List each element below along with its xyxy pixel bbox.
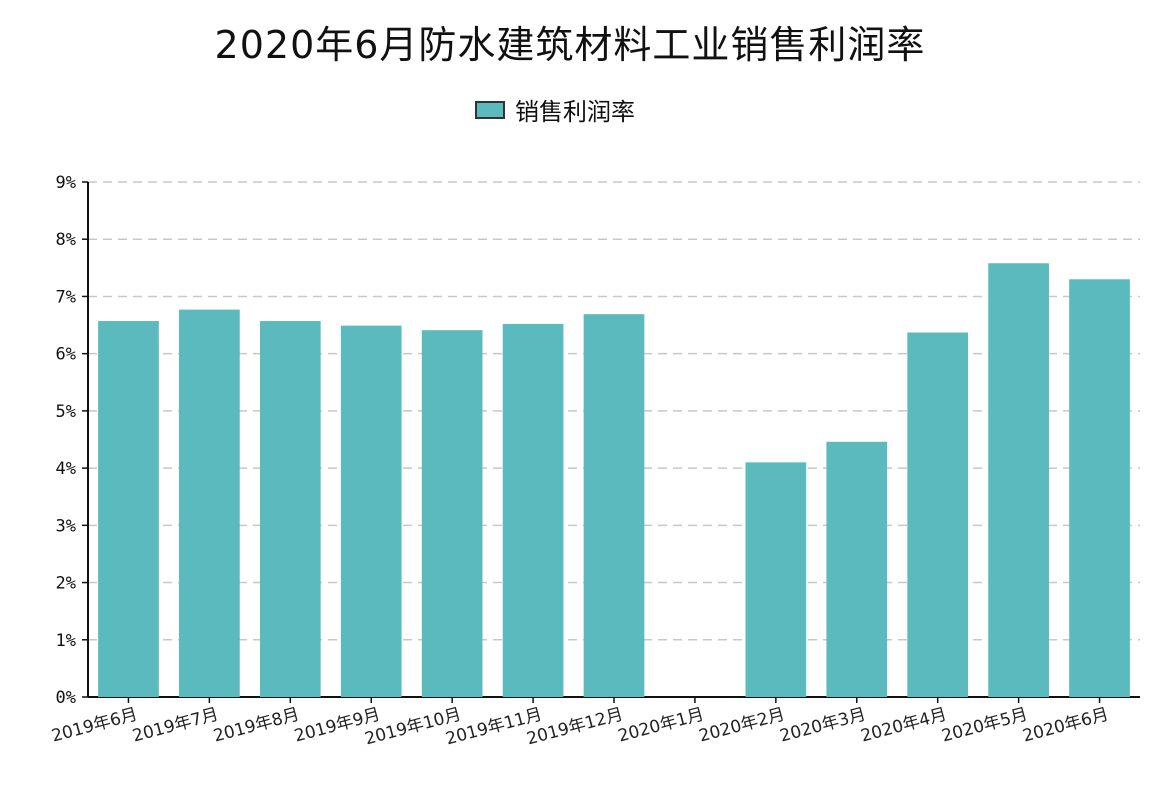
y-tick-label: 9% — [56, 173, 76, 193]
x-tick-label: 2020年2月 — [697, 705, 787, 747]
bar — [826, 441, 888, 697]
x-tick-label: 2020年1月 — [616, 705, 706, 747]
legend-swatch — [475, 100, 505, 119]
bar — [502, 323, 564, 697]
y-tick-label: 0% — [56, 688, 76, 708]
y-tick-label: 2% — [56, 574, 76, 594]
bar — [745, 462, 807, 697]
x-tick-label: 2020年4月 — [859, 705, 949, 747]
bar — [98, 321, 159, 697]
y-tick-label: 3% — [56, 516, 76, 536]
y-tick-label: 8% — [56, 230, 76, 250]
x-tick-label: 2019年6月 — [49, 705, 139, 747]
x-tick-label: 2020年3月 — [778, 705, 868, 747]
x-tick-label: 2019年8月 — [211, 705, 301, 747]
bar — [583, 314, 645, 697]
bar — [259, 321, 321, 697]
y-tick-label: 4% — [56, 459, 76, 479]
x-tick-label: 2020年5月 — [940, 705, 1030, 747]
bar — [340, 325, 402, 697]
y-tick-label: 6% — [56, 345, 76, 365]
bar — [988, 263, 1049, 697]
legend: 销售利润率 — [475, 92, 635, 127]
bar — [1069, 279, 1130, 697]
x-tick-label: 2020年6月 — [1021, 705, 1111, 747]
bar — [421, 330, 483, 697]
bar — [907, 332, 969, 697]
y-tick-label: 7% — [56, 287, 76, 307]
y-tick-label: 5% — [56, 402, 76, 422]
y-tick-label: 1% — [56, 631, 76, 651]
x-tick-label: 2019年7月 — [130, 705, 220, 747]
chart-title: 2020年6月防水建筑材料工业销售利润率 — [214, 23, 926, 67]
legend-label: 销售利润率 — [515, 98, 635, 126]
bar — [179, 309, 240, 697]
